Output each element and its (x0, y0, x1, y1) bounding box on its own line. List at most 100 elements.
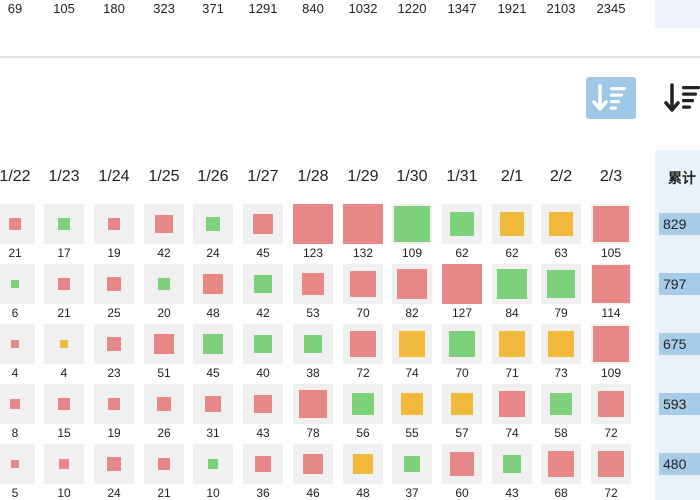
heatmap-square (349, 330, 377, 358)
cell-value: 84 (505, 306, 519, 320)
cumulative-value: 593 (659, 393, 700, 415)
cell-value: 62 (455, 246, 469, 260)
cell-value: 21 (57, 306, 71, 320)
heatmap-square (293, 204, 333, 244)
heatmap-square (59, 459, 69, 469)
heatmap-square (403, 455, 421, 473)
cell-value: 60 (455, 486, 469, 500)
cell-value: 21 (157, 486, 171, 500)
section-divider (0, 56, 700, 58)
cell-value: 74 (405, 366, 419, 380)
heatmap-square (442, 264, 482, 304)
cell-value: 55 (405, 426, 419, 440)
date-label: 1/29 (347, 168, 379, 185)
heatmap-square (351, 392, 375, 416)
date-label: 1/24 (98, 168, 130, 185)
heatmap-square (350, 271, 376, 297)
sort-descending-button-active[interactable] (586, 77, 636, 119)
cell-value: 127 (451, 306, 473, 320)
heatmap-square (153, 333, 175, 355)
heatmap-square (205, 396, 221, 412)
heatmap-square (502, 454, 522, 474)
heatmap-square (450, 392, 474, 416)
heatmap-square (592, 265, 630, 303)
cell-value: 79 (554, 306, 568, 320)
cell-value: 58 (554, 426, 568, 440)
heatmap-square (497, 269, 527, 299)
heatmap-square (449, 331, 475, 357)
heatmap-square (397, 269, 427, 299)
heatmap-square (57, 277, 71, 291)
top-value: 180 (103, 1, 125, 16)
heatmap-square (546, 269, 576, 299)
heatmap-square (548, 451, 574, 477)
date-label: 2/1 (500, 168, 524, 185)
heatmap-square (208, 459, 218, 469)
cumulative-value: 829 (659, 213, 700, 235)
cumulative-value: 797 (659, 273, 700, 295)
heatmap-square (498, 330, 526, 358)
heatmap-square (593, 206, 629, 242)
cell-value: 53 (306, 306, 320, 320)
heatmap-square (302, 273, 324, 295)
cell-value: 23 (107, 366, 121, 380)
top-value: 323 (153, 1, 175, 16)
heatmap-square (303, 454, 323, 474)
heatmap-square (203, 334, 223, 354)
heatmap-square (450, 212, 474, 236)
cell-value: 45 (256, 246, 270, 260)
cell-value: 48 (206, 306, 220, 320)
cell-value: 70 (455, 366, 469, 380)
date-label: 1/23 (48, 168, 80, 185)
heatmap-square (253, 394, 273, 414)
heatmap-square (107, 277, 121, 291)
cell-value: 17 (57, 246, 71, 260)
heatmap-square (254, 335, 272, 353)
cell-value: 4 (11, 366, 19, 380)
heatmap-square (393, 205, 431, 243)
cell-value: 21 (8, 246, 22, 260)
cell-value: 45 (206, 366, 220, 380)
cell-value: 4 (60, 366, 68, 380)
cell-value: 42 (256, 306, 270, 320)
cell-value: 43 (505, 486, 519, 500)
heatmap-square (343, 204, 383, 244)
cell-value: 24 (107, 486, 121, 500)
cell-value: 72 (604, 486, 618, 500)
heatmap-square (597, 390, 625, 418)
heatmap-square (500, 212, 524, 236)
cell-value: 70 (356, 306, 370, 320)
cell-value: 38 (306, 366, 320, 380)
cumulative-value: 480 (659, 453, 700, 475)
heatmap-square (154, 214, 174, 234)
top-value: 69 (7, 1, 23, 16)
heatmap-square (254, 455, 272, 473)
cell-value: 109 (600, 366, 622, 380)
cell-value: 51 (157, 366, 171, 380)
cell-value: 57 (455, 426, 469, 440)
heatmap-square (10, 279, 20, 289)
cell-value: 26 (157, 426, 171, 440)
top-value: 1347 (447, 1, 477, 16)
cell-value: 6 (11, 306, 19, 320)
heatmap-square (59, 339, 69, 349)
date-label: 1/27 (247, 168, 279, 185)
heatmap-square (298, 389, 328, 419)
heatmap-square (107, 217, 121, 231)
top-right-panel (655, 0, 700, 28)
top-value: 105 (53, 1, 75, 16)
cell-value: 8 (11, 426, 19, 440)
heatmap-square (398, 330, 426, 358)
heatmap-square (304, 335, 322, 353)
heatmap-square (498, 390, 526, 418)
cell-value: 63 (554, 246, 568, 260)
cumulative-header: 累计 (668, 170, 696, 186)
cell-value: 105 (600, 246, 622, 260)
heatmap-square (10, 399, 20, 409)
sort-descending-button[interactable] (662, 80, 700, 116)
cell-value: 19 (107, 246, 121, 260)
heatmap-square (10, 459, 20, 469)
cell-value: 42 (157, 246, 171, 260)
heatmap-square (156, 396, 171, 411)
cell-value: 46 (306, 486, 320, 500)
